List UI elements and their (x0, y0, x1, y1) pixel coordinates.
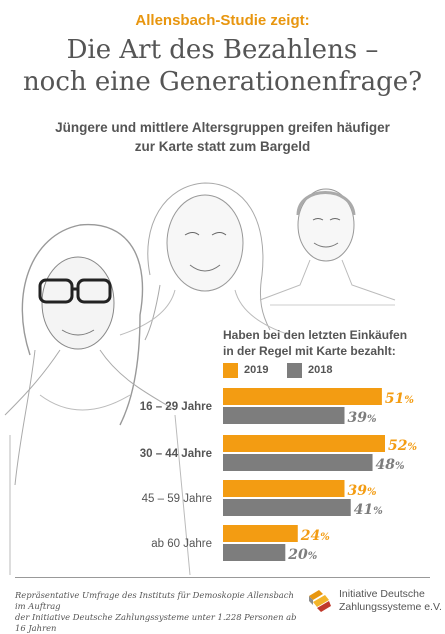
man-sketch (259, 188, 396, 306)
category-label: 16 – 29 Jahre (140, 401, 212, 413)
data-label-2019: 24% (300, 528, 330, 544)
bar-2019 (223, 525, 298, 542)
source-note: Repräsentative Umfrage des Instituts für… (15, 590, 300, 634)
data-label-2018: 48% (376, 457, 405, 473)
legend-swatch-2019 (223, 363, 238, 378)
legend-swatch-2018 (287, 363, 302, 378)
data-label-2019: 39% (348, 483, 377, 499)
subtitle-line-2: zur Karte statt zum Bargeld (134, 139, 311, 154)
data-label-2018: 41% (354, 502, 383, 518)
title-line-1: Die Art des Bezahlens – (66, 35, 379, 65)
data-label-2018: 39% (348, 410, 377, 426)
bar-2018 (223, 407, 345, 424)
bar-2019 (223, 435, 385, 452)
data-label-2019: 51% (385, 391, 414, 407)
title-line-2: noch eine Generationenfrage? (22, 67, 423, 97)
org-name-line-1: Initiative Deutsche (339, 588, 425, 600)
category-label: ab 60 Jahre (151, 538, 212, 550)
org-logo-icon (309, 590, 331, 612)
data-label-2019: 52% (388, 438, 417, 454)
category-label: 45 – 59 Jahre (142, 493, 212, 505)
page-title: Die Art des Bezahlens – noch eine Genera… (0, 34, 445, 98)
bar-2018 (223, 454, 373, 471)
data-label-2018: 20% (287, 547, 317, 563)
bar-2019 (223, 388, 382, 405)
kicker: Allensbach-Studie zeigt: (135, 12, 310, 29)
question-line-1: Haben bei den letzten Einkäufen (223, 328, 408, 342)
subtitle: Jüngere und mittlere Altersgruppen greif… (40, 118, 405, 156)
legend-label-2019: 2019 (244, 364, 269, 376)
source-line-2: der Initiative Deutsche Zahlungssysteme … (15, 612, 297, 633)
org-name-line-2: Zahlungssysteme e.V. (339, 601, 442, 613)
category-label: 30 – 44 Jahre (140, 448, 212, 460)
bar-2018 (223, 499, 351, 516)
chart-question: Haben bei den letzten Einkäufen in der R… (223, 327, 433, 359)
woman-sketch (119, 182, 291, 341)
young-woman-sketch (4, 223, 191, 576)
legend-label-2018: 2018 (308, 364, 333, 376)
question-line-2: in der Regel mit Karte bezahlt: (223, 344, 396, 358)
subtitle-line-1: Jüngere und mittlere Altersgruppen greif… (55, 120, 390, 135)
bar-2018 (223, 544, 286, 561)
source-line-1: Repräsentative Umfrage des Instituts für… (15, 590, 294, 611)
org-name: Initiative Deutsche Zahlungssysteme e.V. (339, 588, 442, 614)
bar-chart: 16 – 29 Jahre 51% 39% 30 – 44 Jahre 52% 48% 45… (140, 388, 417, 563)
bar-2019 (223, 480, 345, 497)
people-illustration (4, 182, 396, 576)
footer-divider (15, 577, 430, 578)
